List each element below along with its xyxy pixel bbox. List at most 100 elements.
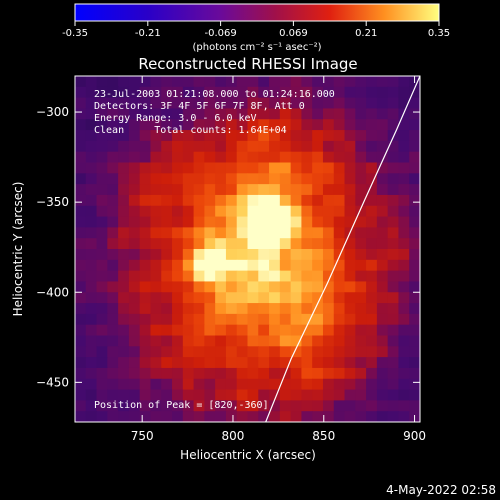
- heatmap-cell: [96, 335, 108, 347]
- heatmap-cell: [376, 173, 389, 185]
- heatmap-cell: [333, 162, 346, 174]
- heatmap-cell: [409, 86, 420, 99]
- heatmap-cell: [118, 205, 130, 218]
- heatmap-cell: [409, 108, 420, 120]
- heatmap-cell: [139, 76, 152, 88]
- colorbar-tick-label: 0.35: [428, 28, 450, 39]
- heatmap-cell: [290, 270, 303, 283]
- y-tick-label: −300: [36, 105, 69, 119]
- heatmap-cell: [247, 270, 259, 283]
- heatmap-cell: [322, 238, 335, 250]
- heatmap-cell: [322, 97, 335, 110]
- heatmap-cell: [182, 205, 195, 218]
- heatmap-cell: [128, 303, 141, 315]
- heatmap-cell: [247, 151, 259, 164]
- heatmap-cell: [279, 249, 292, 261]
- heatmap-cell: [225, 162, 238, 174]
- heatmap-cell: [215, 151, 227, 164]
- heatmap-cell: [301, 281, 313, 293]
- heatmap-cell: [312, 281, 324, 293]
- heatmap-cell: [312, 292, 324, 304]
- heatmap-cell: [409, 238, 420, 250]
- colorbar-gradient: [74, 3, 440, 22]
- heatmap-cell: [409, 367, 420, 380]
- heatmap-cell: [107, 151, 119, 164]
- heatmap-cell: [366, 292, 378, 304]
- x-axis-label: Heliocentric X (arcsec): [180, 448, 316, 462]
- heatmap-cell: [301, 130, 313, 142]
- heatmap-cell: [279, 292, 292, 304]
- heatmap-cell: [139, 205, 152, 218]
- heatmap-cell: [225, 259, 238, 272]
- heatmap-cell: [366, 324, 378, 337]
- heatmap-cell: [258, 249, 270, 261]
- heatmap-cell: [85, 140, 98, 153]
- heatmap-cell: [344, 97, 356, 110]
- heatmap-cell: [333, 303, 346, 315]
- heatmap-cell: [269, 184, 281, 196]
- heatmap-cell: [161, 292, 173, 304]
- heatmap-cell: [398, 86, 410, 99]
- heatmap-cell: [204, 227, 216, 239]
- heatmap-cell: [409, 400, 420, 412]
- x-tick-label: 900: [403, 429, 426, 443]
- heatmap-cell: [398, 249, 410, 261]
- heatmap-cell: [355, 303, 367, 315]
- heatmap-cell: [409, 281, 420, 293]
- heatmap-cell: [333, 130, 346, 142]
- heatmap-cell: [301, 173, 313, 185]
- heatmap-cell: [96, 184, 108, 196]
- heatmap-cell: [236, 238, 249, 250]
- heatmap-cell: [128, 281, 141, 293]
- heatmap-cell: [269, 130, 281, 142]
- heatmap-cell: [161, 313, 173, 326]
- heatmap-cell: [279, 411, 292, 422]
- heatmap-cell: [150, 389, 162, 401]
- heatmap-cell: [355, 216, 367, 228]
- heatmap-cell: [172, 227, 184, 239]
- heatmap-cell: [290, 86, 303, 99]
- heatmap-cell: [376, 97, 389, 110]
- heatmap-cell: [85, 357, 98, 369]
- heatmap-cell: [150, 184, 162, 196]
- heatmap-cell: [215, 119, 227, 131]
- heatmap-cell: [290, 151, 303, 164]
- heatmap-cell: [301, 205, 313, 218]
- heatmap-cell: [258, 238, 270, 250]
- heatmap-cell: [193, 216, 205, 228]
- heatmap-cell: [387, 324, 400, 337]
- heatmap-cell: [247, 400, 259, 412]
- heatmap-cell: [236, 140, 249, 153]
- heatmap-cell: [355, 313, 367, 326]
- heatmap-cell: [118, 86, 130, 99]
- heatmap-cell: [312, 367, 324, 380]
- heatmap-cell: [269, 292, 281, 304]
- heatmap-cell: [387, 346, 400, 358]
- heatmap-cell: [204, 205, 216, 218]
- heatmap-cell: [182, 411, 195, 422]
- heatmap-cell: [172, 216, 184, 228]
- heatmap-cell: [366, 270, 378, 283]
- heatmap-cell: [107, 130, 119, 142]
- heatmap-cell: [139, 227, 152, 239]
- heatmap-cell: [269, 281, 281, 293]
- heatmap-cell: [258, 357, 270, 369]
- heatmap-cell: [344, 194, 356, 207]
- heatmap-cell: [225, 184, 238, 196]
- heatmap-cell: [75, 227, 87, 239]
- heatmap-cell: [312, 227, 324, 239]
- heatmap-cell: [301, 216, 313, 228]
- heatmap-cell: [409, 184, 420, 196]
- heatmap-cell: [150, 227, 162, 239]
- y-tick-label: −400: [36, 285, 69, 299]
- heatmap-cell: [333, 205, 346, 218]
- heatmap-cell: [215, 173, 227, 185]
- heatmap-cell: [247, 367, 259, 380]
- heatmap-cell: [376, 238, 389, 250]
- heatmap-cell: [85, 130, 98, 142]
- heatmap-cell: [96, 108, 108, 120]
- heatmap-cell: [355, 130, 367, 142]
- heatmap-cell: [96, 303, 108, 315]
- heatmap-cell: [322, 151, 335, 164]
- heatmap-cell: [290, 378, 303, 391]
